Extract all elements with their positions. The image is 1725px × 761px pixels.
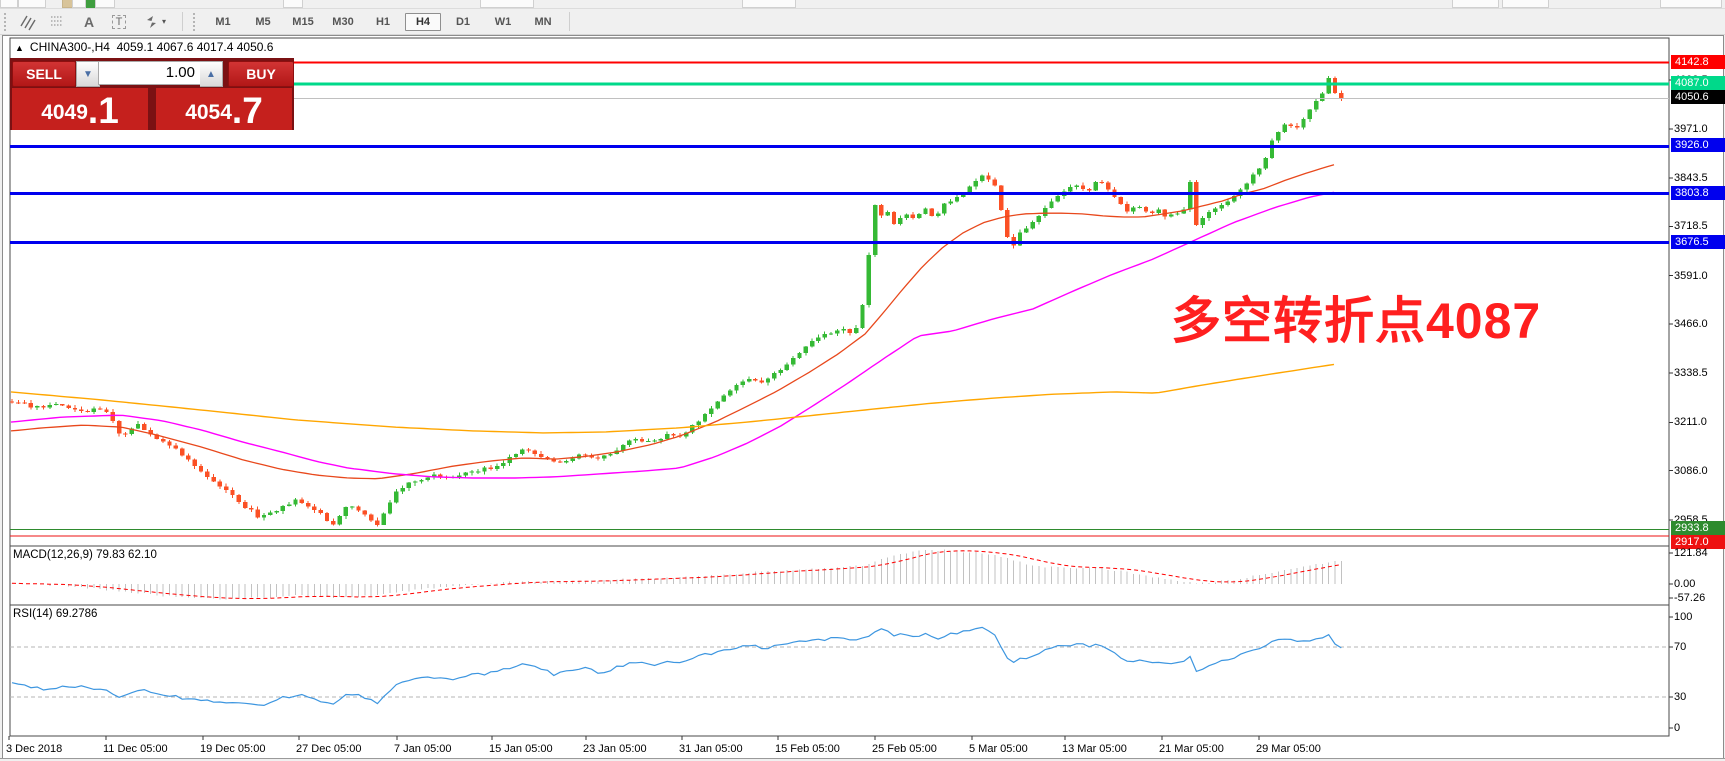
- timeframe-button-m30[interactable]: M30: [332, 15, 354, 28]
- ask-price-main: 4054: [185, 101, 232, 124]
- macd-axis-label: -57.26: [1674, 592, 1706, 604]
- price-tick-label: 3211.0: [1674, 416, 1707, 429]
- price-line-badge: 2917.0: [1671, 534, 1725, 549]
- toolbar-drag-handle[interactable]: [4, 12, 9, 31]
- time-axis-label: 15 Feb 05:00: [775, 743, 840, 755]
- timeframe-button-h1[interactable]: H1: [375, 15, 391, 28]
- toolbar-separator: [569, 12, 570, 31]
- rsi-label: RSI(14) 69.2786: [13, 608, 98, 620]
- collapse-arrow-icon[interactable]: ▲: [15, 43, 24, 53]
- time-axis-label: 25 Feb 05:00: [872, 743, 937, 755]
- price-tick-label: 3843.5: [1674, 172, 1708, 185]
- ma-medium-line: [10, 191, 1335, 479]
- status-strip: [0, 758, 1725, 761]
- text-label-icon[interactable]: A: [83, 13, 95, 30]
- time-axis-label: 7 Jan 05:00: [394, 743, 452, 755]
- time-axis-label: 31 Jan 05:00: [679, 743, 743, 755]
- clipped-toolbar-row: [0, 0, 1725, 9]
- chart-annotation-text: 多空转折点4087: [1171, 293, 1542, 349]
- toolbar-separator: [182, 12, 183, 31]
- bid-price-main: 4049: [41, 101, 88, 124]
- price-line-badge: 3803.8: [1671, 185, 1725, 200]
- chart-title: ▲ CHINA300-,H4 4059.1 4067.6 4017.4 4050.…: [15, 40, 273, 54]
- macd-axis-label: 0.00: [1674, 578, 1696, 590]
- price-line-badge: 4050.6: [1671, 90, 1725, 105]
- rsi-axis-label: 30: [1674, 691, 1687, 703]
- indicator-list-icon[interactable]: [16, 10, 42, 33]
- one-click-trade-panel: SELL ▼ 1.00 ▲ BUY 4049.1 4054.7: [10, 58, 294, 130]
- timeframe-button-w1[interactable]: W1: [494, 15, 512, 28]
- chart-plot[interactable]: [3, 36, 1725, 758]
- timeframe-button-h4[interactable]: H4: [405, 12, 441, 31]
- price-tick-label: 3086.0: [1674, 464, 1708, 477]
- time-axis-label: 5 Mar 05:00: [969, 743, 1028, 755]
- timeframe-button-m15[interactable]: M15: [292, 15, 314, 28]
- time-axis-label: 3 Dec 2018: [6, 743, 63, 755]
- price-line-badge: 3926.0: [1671, 138, 1725, 153]
- price-tick-label: 3718.5: [1674, 220, 1708, 233]
- volume-input[interactable]: 1.00: [98, 61, 200, 85]
- macd-axis-label: 121.84: [1674, 547, 1708, 559]
- macd-label: MACD(12,26,9) 79.83 62.10: [13, 549, 157, 561]
- price-line-badge: 2933.8: [1671, 521, 1725, 536]
- bid-price[interactable]: 4049.1: [12, 88, 148, 130]
- bid-price-fraction: .1: [87, 90, 119, 131]
- rsi-axis-label: 100: [1674, 611, 1693, 623]
- ma-fast-line: [10, 164, 1335, 480]
- volume-decrease-button[interactable]: ▼: [76, 61, 100, 87]
- price-tick-label: 3591.0: [1674, 269, 1708, 282]
- time-axis-label: 21 Mar 05:00: [1159, 743, 1224, 755]
- time-axis-label: 27 Dec 05:00: [296, 743, 362, 755]
- price-line-badge: 4142.8: [1671, 54, 1725, 69]
- price-line-badge: 3676.5: [1671, 234, 1725, 249]
- sell-button[interactable]: SELL: [12, 61, 76, 87]
- toolbar: A T ▾ M1 M5 M15 M30 H1 H4 D1 W1 MN: [0, 9, 1725, 35]
- chart-window: ▲ CHINA300-,H4 4059.1 4067.6 4017.4 4050.…: [2, 35, 1725, 759]
- price-line-badge: 4087.0: [1671, 76, 1725, 91]
- time-axis-label: 23 Jan 05:00: [583, 743, 647, 755]
- text-box-icon[interactable]: T: [106, 10, 132, 33]
- price-tick-label: 3971.0: [1674, 123, 1708, 135]
- buy-button[interactable]: BUY: [228, 61, 294, 87]
- rsi-axis-label: 70: [1674, 641, 1687, 653]
- ask-price[interactable]: 4054.7: [156, 88, 292, 130]
- time-axis-label: 11 Dec 05:00: [103, 743, 168, 755]
- chart-symbol: CHINA300-,H4: [29, 40, 110, 54]
- ask-price-fraction: .7: [231, 90, 263, 131]
- timeframe-button-d1[interactable]: D1: [455, 15, 471, 28]
- price-tick-label: 3338.5: [1674, 367, 1708, 380]
- dropdown-caret-icon: ▾: [161, 17, 166, 26]
- toolbar-drag-handle[interactable]: [193, 12, 198, 31]
- time-axis-label: 15 Jan 05:00: [489, 743, 553, 755]
- time-axis-label: 29 Mar 05:00: [1256, 743, 1321, 755]
- timeframe-button-m1[interactable]: M1: [215, 15, 231, 28]
- timeframe-group: M1 M5 M15 M30 H1 H4 D1 W1 MN: [203, 12, 563, 31]
- price-tick-label: 3466.0: [1674, 317, 1708, 330]
- arrow-styles-icon[interactable]: ▾: [136, 10, 174, 33]
- chart-ohlc: 4059.1 4067.6 4017.4 4050.6: [116, 40, 274, 54]
- volume-increase-button[interactable]: ▲: [200, 61, 223, 87]
- time-axis-label: 13 Mar 05:00: [1062, 743, 1127, 755]
- rsi-axis-label: 0: [1674, 722, 1681, 734]
- ma-slow-line: [10, 363, 1335, 434]
- time-axis-label: 19 Dec 05:00: [200, 743, 266, 755]
- timeframe-button-mn[interactable]: MN: [534, 15, 552, 28]
- timeframe-button-m5[interactable]: M5: [255, 15, 271, 28]
- grid-period-icon[interactable]: [46, 10, 72, 33]
